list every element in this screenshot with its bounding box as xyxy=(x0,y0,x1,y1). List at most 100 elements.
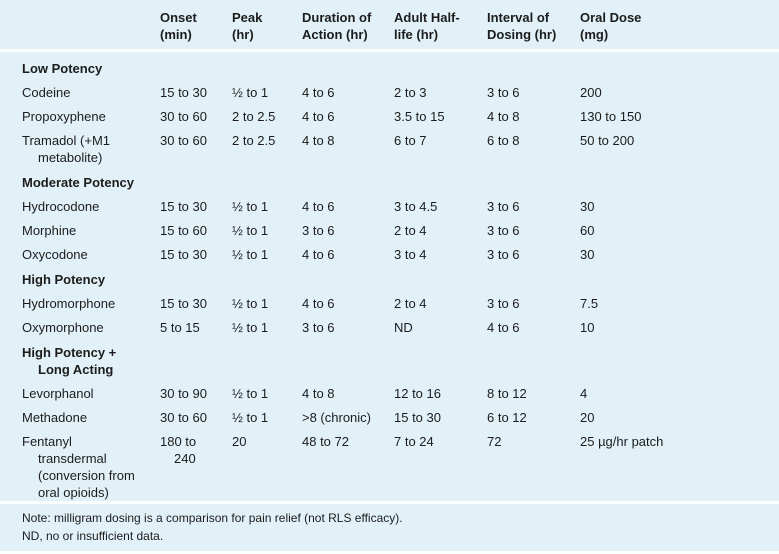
column-header-line: Dosing (hr) xyxy=(487,27,557,42)
cell-interval: 6 to 8 xyxy=(487,133,520,148)
cell-peak: ½ to 1 xyxy=(232,386,269,401)
cell-dose: 30 xyxy=(580,199,595,214)
section-row: Moderate Potency xyxy=(0,166,779,191)
cell-onset: 15 to 30 xyxy=(160,191,232,215)
column-header-line: (hr) xyxy=(232,27,254,42)
table-row: Fentanyl transdermal (conversion from oral … xyxy=(0,426,779,501)
onset-line: 15 to 30 xyxy=(160,247,207,262)
column-header-line: Duration of xyxy=(302,10,372,25)
column-header-interval: Interval of Dosing (hr) xyxy=(487,0,580,52)
cell-half-life: 3 to 4.5 xyxy=(394,199,438,214)
cell-dose: 130 to 150 xyxy=(580,109,642,124)
dosing-table: Onset (min) Peak (hr) Duration of Action (hr)… xyxy=(0,0,779,502)
drug-name-line: Fentanyl xyxy=(22,434,72,449)
drug-name-line: Tramadol (+M1 xyxy=(22,133,111,148)
cell-duration: 3 to 6 xyxy=(302,223,335,238)
drug-name: Hydrocodone xyxy=(0,191,160,215)
cell-peak: ½ to 1 xyxy=(232,85,269,100)
cell-onset: 30 to 90 xyxy=(160,378,232,402)
onset-line: 15 to 30 xyxy=(160,85,207,100)
onset-line: 30 to 90 xyxy=(160,386,207,401)
column-header-line: life (hr) xyxy=(394,27,439,42)
cell-duration: 4 to 6 xyxy=(302,109,335,124)
column-header-line: Onset xyxy=(160,10,197,25)
section-label-line: Low Potency xyxy=(22,61,103,76)
cell-interval: 72 xyxy=(487,434,502,449)
drug-name-line: Oxymorphone xyxy=(22,320,104,335)
cell-onset: 15 to 30 xyxy=(160,288,232,312)
column-header-line: (min) xyxy=(160,27,192,42)
section-label-line: Moderate Potency xyxy=(22,175,134,190)
header-row: Onset (min) Peak (hr) Duration of Action (hr)… xyxy=(0,0,779,52)
column-header-drug xyxy=(0,0,160,52)
drug-name-line: Oxycodone xyxy=(22,247,88,262)
cell-onset: 15 to 60 xyxy=(160,215,232,239)
section-label-line: Long Acting xyxy=(38,362,114,377)
drug-name: Fentanyl transdermal (conversion from oral … xyxy=(0,426,160,501)
drug-name-line: transdermal xyxy=(38,451,107,466)
drug-name: Oxymorphone xyxy=(0,312,160,336)
cell-dose: 60 xyxy=(580,223,595,238)
note-line-dosing: Note: milligram dosing is a comparison f… xyxy=(22,511,403,525)
cell-interval: 3 to 6 xyxy=(487,223,520,238)
separator-rule-bottom-notes xyxy=(0,551,779,554)
drug-name: Levorphanol xyxy=(0,378,160,402)
cell-peak: ½ to 1 xyxy=(232,247,269,262)
table-row: Methadone 30 to 60 ½ to 1 >8 (chronic) 15 to… xyxy=(0,402,779,426)
table-row: Hydromorphone 15 to 30 ½ to 1 4 to 6 2 to 4 3… xyxy=(0,288,779,312)
column-header-onset: Onset (min) xyxy=(160,0,232,52)
cell-duration: 3 to 6 xyxy=(302,320,335,335)
cell-interval: 3 to 6 xyxy=(487,85,520,100)
cell-half-life: 15 to 30 xyxy=(394,410,441,425)
drug-name-line: metabolite) xyxy=(38,150,103,165)
drug-name-line: Hydrocodone xyxy=(22,199,100,214)
cell-half-life: 2 to 3 xyxy=(394,85,427,100)
table-row: Hydrocodone 15 to 30 ½ to 1 4 to 6 3 to 4.5 3… xyxy=(0,191,779,215)
onset-line: 5 to 15 xyxy=(160,320,200,335)
cell-duration: >8 (chronic) xyxy=(302,410,371,425)
cell-duration: 4 to 6 xyxy=(302,247,335,262)
cell-peak: ½ to 1 xyxy=(232,199,269,214)
section-label-line: High Potency + xyxy=(22,345,117,360)
table-body: Low Potency Codeine 15 to 30 ½ to 1 4 to 6 2 … xyxy=(0,51,779,502)
drug-name: Hydromorphone xyxy=(0,288,160,312)
section-label: Moderate Potency xyxy=(0,166,779,191)
table-row: Oxycodone 15 to 30 ½ to 1 4 to 6 3 to 4 3 to … xyxy=(0,239,779,263)
cell-onset: 5 to 15 xyxy=(160,312,232,336)
column-header-line: (mg) xyxy=(580,27,609,42)
onset-line: 180 to xyxy=(160,434,197,449)
drug-name: Propoxyphene xyxy=(0,101,160,125)
cell-half-life: 3 to 4 xyxy=(394,247,427,262)
separator-rule-bottom-body xyxy=(0,501,779,504)
cell-peak: 2 to 2.5 xyxy=(232,133,276,148)
drug-name-line: oral opioids) xyxy=(38,485,109,500)
cell-half-life: ND xyxy=(394,320,413,335)
column-header-line: Peak xyxy=(232,10,263,25)
onset-line: 15 to 60 xyxy=(160,223,207,238)
onset-line: 15 to 30 xyxy=(160,296,207,311)
cell-dose: 30 xyxy=(580,247,595,262)
cell-onset: 30 to 60 xyxy=(160,125,232,166)
drug-name-line: Morphine xyxy=(22,223,77,238)
column-header-line: Adult Half- xyxy=(394,10,460,25)
cell-dose: 50 to 200 xyxy=(580,133,635,148)
section-label: Low Potency xyxy=(0,51,779,78)
cell-half-life: 6 to 7 xyxy=(394,133,427,148)
section-row: Low Potency xyxy=(0,51,779,78)
cell-dose: 200 xyxy=(580,85,602,100)
cell-onset: 30 to 60 xyxy=(160,101,232,125)
table-row: Levorphanol 30 to 90 ½ to 1 4 to 8 12 to 16 8… xyxy=(0,378,779,402)
section-row: High Potency xyxy=(0,263,779,288)
cell-interval: 3 to 6 xyxy=(487,199,520,214)
table-row: Tramadol (+M1 metabolite) 30 to 60 2 to 2.5… xyxy=(0,125,779,166)
cell-dose: 7.5 xyxy=(580,296,599,311)
column-header-line: Interval of xyxy=(487,10,550,25)
cell-dose: 10 xyxy=(580,320,595,335)
section-label-line: High Potency xyxy=(22,272,106,287)
cell-peak: 2 to 2.5 xyxy=(232,109,276,124)
cell-duration: 4 to 6 xyxy=(302,296,335,311)
drug-name: Oxycodone xyxy=(0,239,160,263)
onset-line: 240 xyxy=(174,451,196,466)
onset-line: 15 to 30 xyxy=(160,199,207,214)
